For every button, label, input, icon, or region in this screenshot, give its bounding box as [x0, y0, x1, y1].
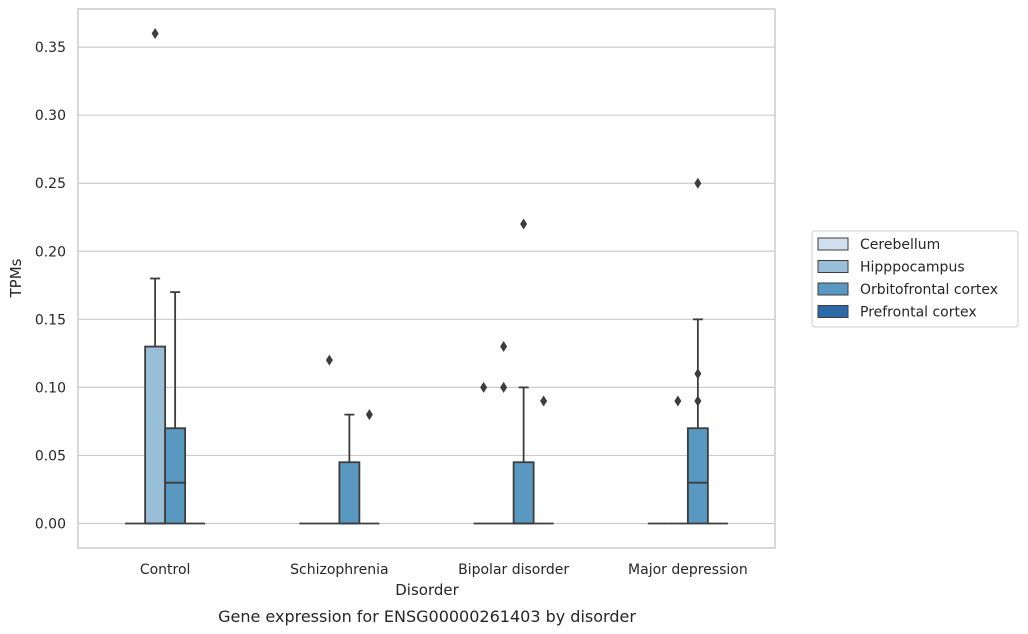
outlier-point — [480, 381, 488, 393]
plot-frame — [77, 8, 776, 549]
y-tick-label: 0.00 — [35, 517, 66, 533]
legend-frame — [811, 230, 1019, 328]
y-tick-label: 0.25 — [35, 176, 66, 192]
box-orbitofrontal-cortex — [686, 177, 709, 525]
box-prefrontal-cortex — [359, 409, 380, 525]
box-orbitofrontal-cortex — [164, 291, 187, 525]
x-tick-label: Major depression — [628, 562, 748, 578]
box-orbitofrontal-cortex — [338, 413, 361, 525]
outlier-point — [365, 409, 373, 421]
y-tick-label: 0.15 — [35, 312, 66, 328]
outlier-point — [694, 395, 702, 407]
legend-label: Orbitofrontal cortex — [860, 282, 998, 298]
outlier-point — [520, 218, 528, 230]
legend-label: Cerebellum — [860, 237, 940, 253]
legend-swatch — [817, 260, 849, 273]
y-tick-label: 0.35 — [35, 40, 66, 56]
box-cerebellum — [473, 381, 494, 525]
legend-item: Hipppocampus — [817, 260, 965, 276]
box-hipppocampus — [667, 395, 688, 525]
y-tick-label: 0.20 — [35, 244, 66, 260]
outlier-point — [500, 381, 508, 393]
legend-item: Orbitofrontal cortex — [817, 282, 998, 298]
outlier-point — [151, 28, 159, 39]
outlier-point — [540, 395, 548, 407]
legend-swatch — [817, 237, 849, 251]
x-axis-label: Disorder — [395, 581, 459, 599]
outlier-point — [674, 395, 682, 407]
legend-item: Cerebellum — [817, 237, 940, 253]
legend-swatch — [817, 305, 849, 318]
box-hipppocampus — [144, 28, 167, 525]
y-axis-label: TPMs — [7, 258, 25, 298]
x-tick-label: Bipolar disorder — [458, 562, 569, 578]
y-tick-label: 0.05 — [35, 448, 66, 464]
plot-series — [125, 28, 728, 525]
box-body — [512, 461, 535, 525]
outlier-point — [325, 354, 333, 366]
y-tick-label: 0.30 — [35, 108, 66, 124]
grid-lines — [78, 46, 775, 525]
box-prefrontal-cortex — [533, 395, 554, 525]
box-hipppocampus — [493, 341, 514, 525]
box-body — [686, 427, 709, 525]
box-hipppocampus — [319, 354, 340, 525]
legend-label: Hipppocampus — [860, 260, 965, 276]
x-tick-label: Schizophrenia — [290, 562, 388, 578]
legend-label: Prefrontal cortex — [860, 305, 977, 321]
box-body — [164, 427, 187, 525]
legend: Cerebellum Hipppocampus Orbitofrontal cort… — [811, 230, 1019, 328]
x-tick-label: Control — [140, 562, 191, 578]
y-tick-labels: 0.00 0.05 0.10 0.15 0.20 0.25 0.30 0.35 — [35, 40, 66, 532]
x-tick-labels: Control Schizophrenia Bipolar disorder Majo… — [140, 562, 748, 578]
y-tick-label: 0.10 — [35, 380, 66, 396]
outlier-point — [500, 341, 508, 353]
legend-swatch — [817, 282, 849, 296]
legend-item: Prefrontal cortex — [817, 305, 977, 321]
chart-caption: Gene expression for ENSG00000261403 by d… — [218, 607, 636, 626]
outlier-point — [694, 177, 702, 189]
box-body — [144, 345, 167, 525]
box-body — [338, 461, 361, 525]
box-orbitofrontal-cortex — [512, 218, 535, 525]
outlier-point — [694, 368, 702, 380]
